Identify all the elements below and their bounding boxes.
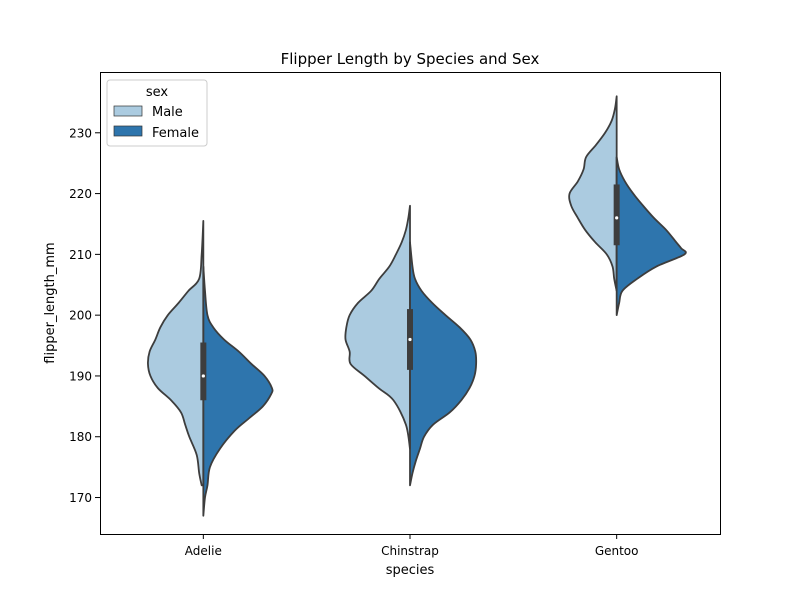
violin-gentoo-female: [615, 156, 687, 317]
median-dot-gentoo: [615, 216, 619, 220]
legend-label-male: Male: [152, 105, 183, 120]
y-tick-label-210: 210: [69, 248, 92, 262]
iqr-box-gentoo: [613, 184, 620, 246]
y-tick-label-200: 200: [69, 309, 92, 323]
y-tick-label-230: 230: [69, 126, 92, 140]
legend-swatch-male: [113, 105, 143, 117]
violin-adelie-female: [202, 265, 274, 517]
x-tick-label-adelie: Adelie: [185, 544, 222, 558]
y-tick-label-220: 220: [69, 187, 92, 201]
legend-label-female: Female: [152, 126, 199, 141]
y-axis-label: flipper_length_mm: [43, 242, 58, 363]
box-layer: [200, 157, 620, 486]
y-tick-label-190: 190: [69, 369, 92, 383]
y-tick-label-180: 180: [69, 430, 92, 444]
iqr-box-adelie: [200, 342, 207, 401]
legend-swatch-female: [113, 125, 143, 137]
x-axis: Adelie Chinstrap Gentoo: [185, 534, 639, 558]
violin-chinstrap-male: [344, 204, 411, 450]
plot-area: [147, 95, 687, 517]
median-dot-chinstrap: [408, 337, 412, 342]
x-axis-label: species: [386, 563, 435, 578]
violin-gentoo-male: [568, 95, 618, 292]
violin-adelie-male: [147, 220, 205, 487]
legend-title: sex: [146, 85, 169, 100]
chart-title: Flipper Length by Species and Sex: [281, 50, 540, 68]
x-tick-label-gentoo: Gentoo: [595, 544, 639, 558]
legend: sex Male Female: [106, 79, 208, 147]
y-tick-label-170: 170: [69, 491, 92, 505]
median-dot-adelie: [201, 374, 205, 378]
violin-chinstrap-female: [409, 241, 478, 487]
y-axis: 170 180 190 200 210 220 230: [69, 126, 100, 505]
x-tick-label-chinstrap: Chinstrap: [381, 544, 439, 558]
